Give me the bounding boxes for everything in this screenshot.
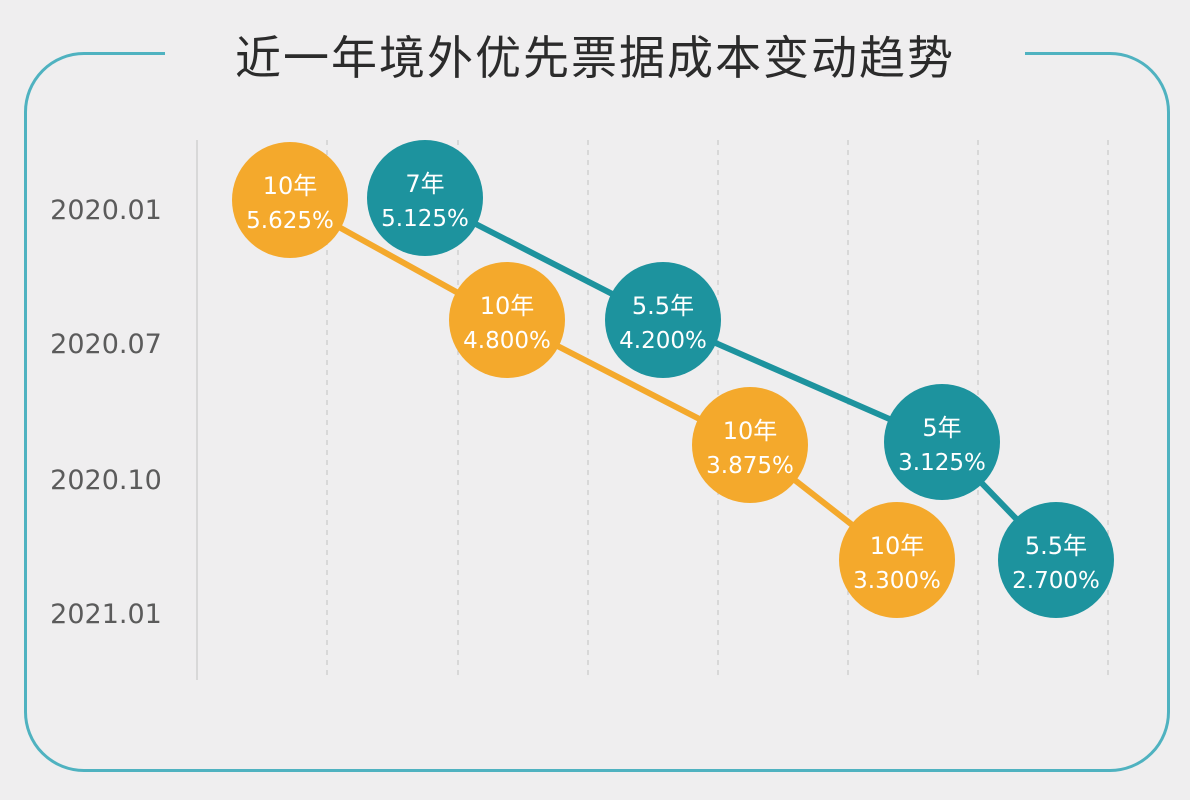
y-tick-label: 2021.01 xyxy=(50,599,162,630)
data-label-rate: 4.800% xyxy=(463,328,551,354)
chart-title: 近一年境外优先票据成本变动趋势 xyxy=(235,31,955,85)
title-wrap: 近一年境外优先票据成本变动趋势 xyxy=(165,16,1025,94)
data-point xyxy=(605,262,721,378)
data-label-rate: 3.300% xyxy=(853,568,941,594)
y-tick-label: 2020.07 xyxy=(50,329,162,360)
data-label-tenor: 10年 xyxy=(480,292,535,320)
data-point xyxy=(232,142,348,258)
data-point xyxy=(998,502,1114,618)
data-label-tenor: 5年 xyxy=(922,414,961,442)
data-point xyxy=(692,387,808,503)
data-label-rate: 5.125% xyxy=(381,206,469,232)
y-tick-label: 2020.01 xyxy=(50,195,162,226)
data-label-tenor: 5.5年 xyxy=(632,292,694,320)
data-label-rate: 2.700% xyxy=(1012,568,1100,594)
data-label-rate: 4.200% xyxy=(619,328,707,354)
data-label-tenor: 10年 xyxy=(870,532,925,560)
data-point xyxy=(884,384,1000,500)
data-label-rate: 3.875% xyxy=(706,453,794,479)
data-label-tenor: 5.5年 xyxy=(1025,532,1087,560)
data-label-tenor: 7年 xyxy=(405,170,444,198)
data-label-rate: 3.125% xyxy=(898,450,986,476)
data-point xyxy=(449,262,565,378)
data-label-tenor: 10年 xyxy=(723,417,778,445)
data-point xyxy=(839,502,955,618)
data-label-rate: 5.625% xyxy=(246,208,334,234)
data-point xyxy=(367,140,483,256)
y-tick-label: 2020.10 xyxy=(50,465,162,496)
data-label-tenor: 10年 xyxy=(263,172,318,200)
